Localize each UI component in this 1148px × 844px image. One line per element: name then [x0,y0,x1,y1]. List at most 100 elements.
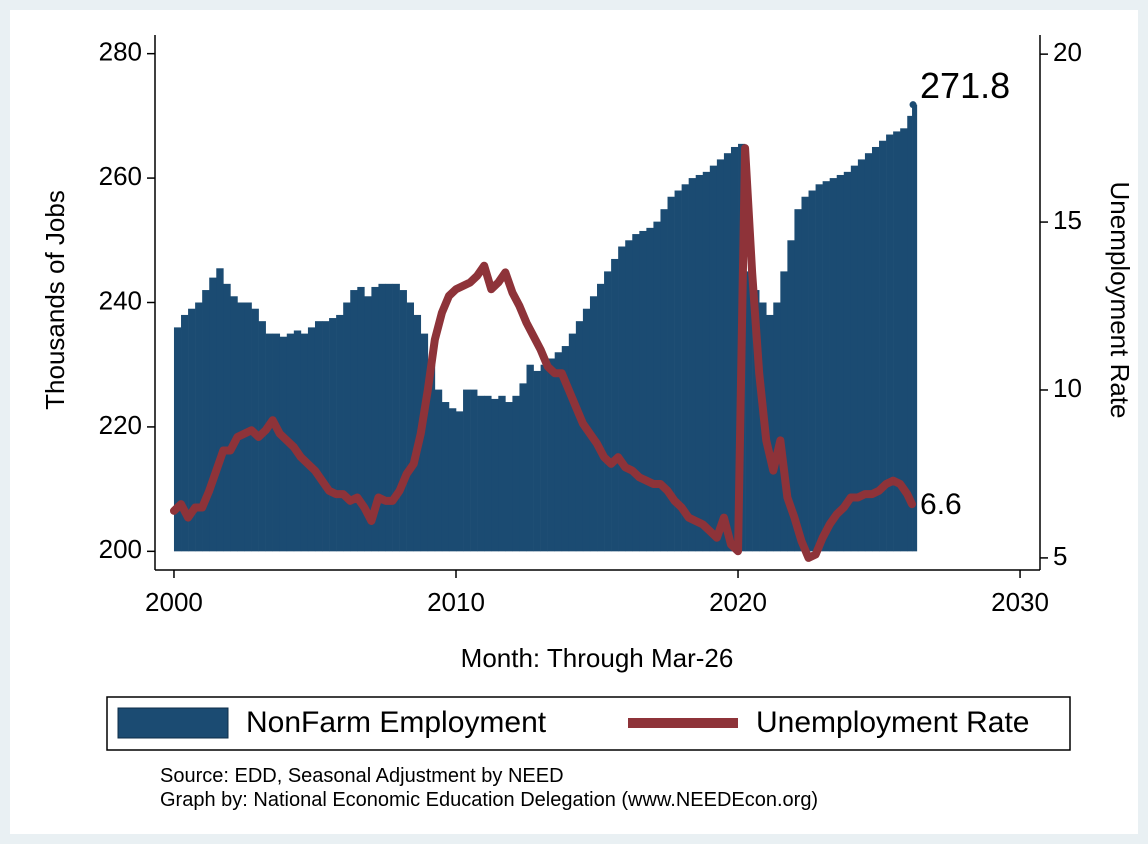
bar [893,131,901,552]
bar [695,174,704,552]
bar [209,277,217,552]
bar [230,296,238,552]
bar [188,308,196,552]
y2-tick-label: 10 [1053,373,1082,403]
bar [836,174,845,552]
bar [625,240,633,552]
end-label: 6.6 [920,488,962,521]
y2-tick-label: 20 [1053,37,1082,67]
bar [441,402,450,552]
bar [322,321,330,552]
bar [787,240,795,552]
legend-box [106,696,1071,751]
bar [223,283,231,552]
bar [265,333,273,552]
y-tick-label: 200 [99,534,142,564]
bar [674,190,682,552]
bar [653,221,661,552]
bar [632,234,640,552]
bar [463,389,471,552]
bar [392,283,400,552]
bar [618,246,626,552]
bar [279,336,288,552]
bar [660,209,668,552]
bar [300,333,309,552]
bar [547,358,556,552]
bar [808,190,816,552]
bar [681,184,689,552]
bar [336,314,344,552]
bar [611,258,619,552]
bar [329,318,337,552]
bar [829,178,838,552]
bar [181,314,189,552]
bar [314,321,323,552]
line [169,144,917,562]
legend-swatch [117,707,229,739]
legend-label: Unemployment Rate [756,706,1029,739]
bar [202,290,210,552]
source-note: Source: EDD, Seasonal Adjustment by NEED [160,765,564,787]
bar [589,296,598,552]
bar [766,314,774,552]
bar [350,290,358,552]
end-point [909,101,917,109]
legend-label: NonFarm Employment [246,706,547,739]
bar [378,283,386,552]
bar [709,165,718,552]
bar [597,283,605,552]
y-tick-label: 220 [99,410,142,440]
bar [879,140,887,552]
bar [484,395,492,552]
bar [455,411,464,552]
bar [871,146,880,552]
bar [519,383,527,552]
y-tick-label: 260 [99,161,142,191]
bar [434,389,443,552]
bar [780,271,788,552]
bar [822,181,830,552]
x-axis-title: Month: Through Mar-26 [461,643,734,673]
bar [886,134,894,552]
bar [702,171,711,552]
bar [850,165,859,552]
bar [448,408,457,552]
bar [730,146,739,552]
bar [357,286,365,552]
bar [244,302,252,552]
bar [343,302,351,552]
bar [512,395,520,552]
y2-axis-title: Unemployment Rate [1105,182,1135,419]
x-tick-label: 2020 [709,587,767,617]
bar [293,330,302,552]
bar [723,153,732,552]
bar [307,327,316,552]
bar [364,296,372,552]
bar [526,364,534,552]
bar [561,346,570,552]
bar [385,283,393,552]
y-tick-label: 240 [99,285,142,315]
y-axis-title: Thousands of Jobs [40,190,70,410]
bar [540,364,548,552]
bar [216,268,224,552]
bar [900,128,908,552]
bar [716,159,725,552]
bar [427,364,436,552]
x-tick-label: 2000 [145,587,203,617]
bar [815,184,823,552]
bar [533,370,541,552]
bar [568,333,577,552]
y-tick-label: 280 [99,37,142,67]
bar [864,153,873,552]
bar [773,302,781,552]
bar [575,321,584,552]
bar [491,398,499,552]
bar [371,286,379,552]
bar [399,290,407,552]
bar [801,196,809,552]
y2-tick-label: 15 [1053,205,1082,235]
bar [752,290,760,552]
x-tick-label: 2010 [427,587,485,617]
